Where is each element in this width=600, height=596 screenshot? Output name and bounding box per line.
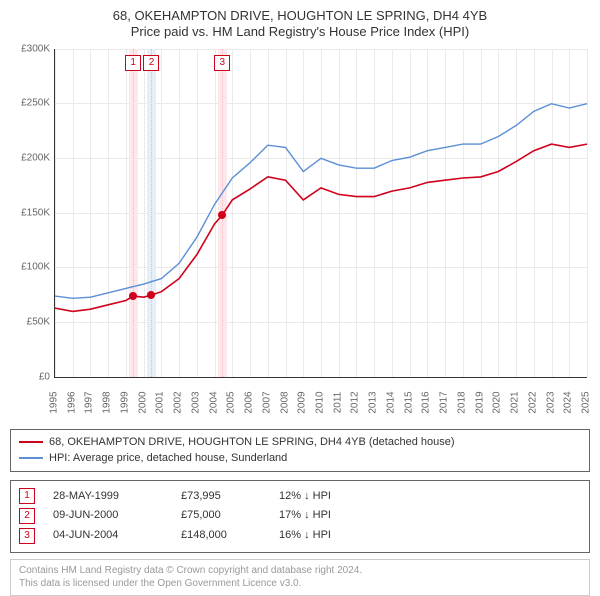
x-tick-label: 2019 bbox=[474, 391, 485, 413]
legend-swatch bbox=[19, 457, 43, 459]
legend-item: HPI: Average price, detached house, Sund… bbox=[19, 450, 581, 467]
x-tick-label: 2012 bbox=[350, 391, 361, 413]
sale-index-box: 1 bbox=[19, 488, 35, 504]
legend-item: 68, OKEHAMPTON DRIVE, HOUGHTON LE SPRING… bbox=[19, 434, 581, 451]
sale-date: 04-JUN-2004 bbox=[53, 526, 163, 546]
x-tick-label: 2000 bbox=[137, 391, 148, 413]
x-tick-label: 1998 bbox=[102, 391, 113, 413]
series-hpi bbox=[55, 103, 587, 298]
x-tick-label: 2007 bbox=[261, 391, 272, 413]
sale-index-box: 2 bbox=[19, 508, 35, 524]
chart-lines bbox=[55, 49, 587, 377]
x-tick-label: 2006 bbox=[244, 391, 255, 413]
x-tick-label: 2011 bbox=[332, 391, 343, 413]
sale-price: £73,995 bbox=[181, 487, 261, 507]
x-tick-label: 1995 bbox=[49, 391, 60, 413]
x-tick-label: 2017 bbox=[439, 391, 450, 413]
title-line2: Price paid vs. HM Land Registry's House … bbox=[131, 24, 469, 39]
x-tick-label: 2016 bbox=[421, 391, 432, 413]
sale-delta: 17% ↓ HPI bbox=[279, 506, 331, 526]
chart-area: 123 £0 £50K £100K £150K £200K £250K £300K 1995 19… bbox=[10, 45, 590, 425]
x-tick-label: 2002 bbox=[173, 391, 184, 413]
sale-price: £75,000 bbox=[181, 506, 261, 526]
x-tick-label: 2024 bbox=[563, 391, 574, 413]
sale-point bbox=[218, 211, 226, 219]
sale-delta: 16% ↓ HPI bbox=[279, 526, 331, 546]
sale-point bbox=[129, 292, 137, 300]
legend-label: HPI: Average price, detached house, Sund… bbox=[49, 450, 287, 467]
y-tick-label: £300K bbox=[10, 43, 50, 54]
sale-delta: 12% ↓ HPI bbox=[279, 487, 331, 507]
y-tick-label: £250K bbox=[10, 98, 50, 109]
x-tick-label: 2010 bbox=[315, 391, 326, 413]
x-tick-label: 2013 bbox=[368, 391, 379, 413]
y-tick-label: £100K bbox=[10, 262, 50, 273]
sale-row: 3 04-JUN-2004 £148,000 16% ↓ HPI bbox=[19, 526, 581, 546]
x-tick-label: 2004 bbox=[208, 391, 219, 413]
sale-row: 2 09-JUN-2000 £75,000 17% ↓ HPI bbox=[19, 506, 581, 526]
x-tick-label: 2023 bbox=[545, 391, 556, 413]
y-tick-label: £200K bbox=[10, 152, 50, 163]
x-tick-label: 1996 bbox=[66, 391, 77, 413]
sale-date: 09-JUN-2000 bbox=[53, 506, 163, 526]
x-tick-label: 2025 bbox=[581, 391, 592, 413]
x-tick-label: 2009 bbox=[297, 391, 308, 413]
legend: 68, OKEHAMPTON DRIVE, HOUGHTON LE SPRING… bbox=[10, 429, 590, 472]
x-tick-label: 2003 bbox=[190, 391, 201, 413]
legend-swatch bbox=[19, 441, 43, 443]
sales-table: 1 28-MAY-1999 £73,995 12% ↓ HPI 2 09-JUN… bbox=[10, 480, 590, 553]
sale-date: 28-MAY-1999 bbox=[53, 487, 163, 507]
x-tick-label: 2001 bbox=[155, 391, 166, 413]
x-tick-label: 2014 bbox=[385, 391, 396, 413]
x-tick-label: 2020 bbox=[492, 391, 503, 413]
title-line1: 68, OKEHAMPTON DRIVE, HOUGHTON LE SPRING… bbox=[113, 8, 487, 23]
y-tick-label: £0 bbox=[10, 371, 50, 382]
footer-line2: This data is licensed under the Open Gov… bbox=[19, 578, 301, 589]
x-tick-label: 2021 bbox=[510, 391, 521, 413]
attribution-footer: Contains HM Land Registry data © Crown c… bbox=[10, 559, 590, 596]
sale-row: 1 28-MAY-1999 £73,995 12% ↓ HPI bbox=[19, 487, 581, 507]
x-tick-label: 1997 bbox=[84, 391, 95, 413]
x-tick-label: 2005 bbox=[226, 391, 237, 413]
sale-point bbox=[147, 291, 155, 299]
x-tick-label: 2015 bbox=[403, 391, 414, 413]
chart-title: 68, OKEHAMPTON DRIVE, HOUGHTON LE SPRING… bbox=[10, 8, 590, 41]
x-tick-label: 1999 bbox=[119, 391, 130, 413]
legend-label: 68, OKEHAMPTON DRIVE, HOUGHTON LE SPRING… bbox=[49, 434, 455, 451]
plot-area: 123 bbox=[54, 49, 587, 378]
x-tick-label: 2022 bbox=[527, 391, 538, 413]
x-tick-label: 2008 bbox=[279, 391, 290, 413]
y-tick-label: £50K bbox=[10, 316, 50, 327]
x-tick-label: 2018 bbox=[456, 391, 467, 413]
sale-index-box: 3 bbox=[19, 528, 35, 544]
footer-line1: Contains HM Land Registry data © Crown c… bbox=[19, 565, 362, 576]
y-tick-label: £150K bbox=[10, 207, 50, 218]
sale-price: £148,000 bbox=[181, 526, 261, 546]
